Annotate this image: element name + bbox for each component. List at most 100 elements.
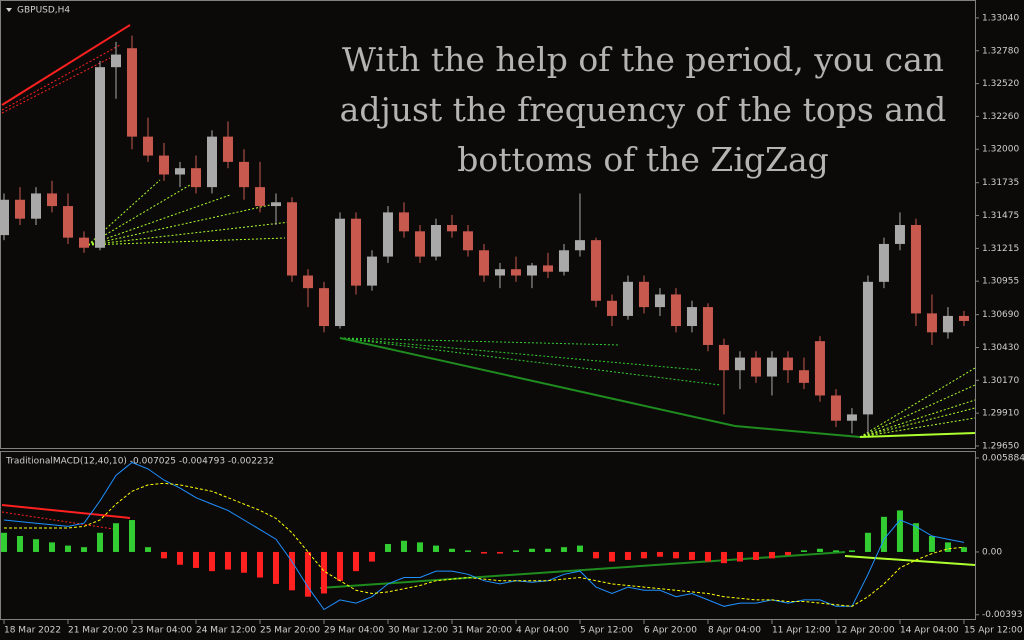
histogram-bar — [272, 551, 279, 584]
x-tick-label: 21 Mar 20:00 — [68, 626, 128, 636]
candle-body — [718, 344, 729, 371]
histogram-bar — [400, 540, 407, 552]
candle-body — [782, 357, 793, 371]
candle-body — [174, 168, 185, 175]
candle-body — [926, 313, 937, 333]
candle-body — [222, 136, 233, 162]
y-tick-label: 1.29650 — [982, 441, 1019, 451]
candle-body — [286, 202, 297, 276]
histogram-bar — [144, 547, 151, 552]
histogram-bar — [656, 551, 663, 557]
histogram-bar — [576, 545, 583, 552]
candle-body — [254, 187, 265, 207]
histogram-bar — [256, 551, 263, 578]
candle-body — [414, 231, 425, 257]
histogram-bar — [128, 520, 135, 552]
x-tick-label: 11 Apr 12:00 — [772, 626, 831, 636]
histogram-bar — [544, 548, 551, 552]
histogram-bar — [960, 547, 967, 552]
y-tick-label: 1.30955 — [982, 277, 1019, 287]
candle-body — [270, 202, 281, 207]
candle-body — [590, 240, 601, 301]
candle-body — [558, 250, 569, 272]
indicator-title: TraditionalMACD(12,40,10) -0.007025 -0.0… — [5, 457, 274, 467]
candle-body — [366, 256, 377, 286]
histogram-bar — [240, 551, 247, 573]
y-tick-label: 1.29910 — [982, 409, 1019, 419]
candle-body — [430, 225, 441, 257]
histogram-bar — [208, 551, 215, 572]
candle-body — [878, 243, 889, 282]
macd-line — [4, 482, 965, 607]
y-tick-label: 1.33040 — [982, 13, 1019, 23]
histogram-bar — [848, 550, 855, 552]
histogram-bar — [64, 545, 71, 552]
x-tick-label: 25 Mar 20:00 — [260, 626, 320, 636]
histogram-bar — [48, 542, 55, 552]
candle-body — [846, 414, 857, 421]
histogram-bar — [752, 551, 759, 560]
histogram-bar — [720, 551, 727, 564]
candle-body — [654, 294, 665, 308]
candle-body — [334, 218, 345, 327]
candle-body — [510, 269, 521, 276]
histogram-bar — [784, 551, 791, 556]
y-tick-label: 0.00 — [982, 547, 1002, 557]
candle-body — [398, 212, 409, 232]
y-tick-label: 1.30170 — [982, 376, 1019, 386]
candle-body — [478, 250, 489, 276]
candle-body — [142, 136, 153, 156]
histogram-bar — [464, 550, 471, 552]
histogram-bar — [832, 550, 839, 552]
candle-body — [190, 168, 201, 188]
candle-body — [814, 341, 825, 396]
candle-body — [446, 225, 457, 232]
y-tick-label: 1.32520 — [982, 79, 1019, 89]
histogram-bar — [320, 551, 327, 594]
histogram-bar — [432, 545, 439, 552]
histogram-bar — [80, 547, 87, 552]
candle-body — [30, 193, 41, 219]
histogram-bar — [560, 547, 567, 552]
candle-body — [462, 231, 473, 251]
x-tick-label: 4 Apr 04:00 — [516, 626, 569, 636]
histogram-bar — [288, 551, 295, 591]
candle-body — [302, 275, 313, 289]
candle-body — [638, 281, 649, 308]
candle-body — [830, 395, 841, 421]
y-tick-label: 1.32260 — [982, 112, 1019, 122]
histogram-bar — [896, 510, 903, 552]
x-tick-label: 12 Apr 20:00 — [836, 626, 895, 636]
candle-body — [94, 67, 105, 248]
y-tick-label: -0.00393 — [982, 610, 1022, 620]
candle-body — [110, 54, 121, 68]
y-tick-label: 1.32780 — [982, 46, 1019, 56]
candle-body — [574, 240, 585, 251]
candle-body — [702, 307, 713, 345]
menu-arrow — [6, 8, 12, 12]
histogram-bar — [688, 551, 695, 560]
candle-body — [0, 199, 9, 236]
symbol-title: GBPUSD,H4 — [17, 6, 70, 16]
x-tick-label: 29 Mar 04:00 — [324, 626, 384, 636]
x-tick-label: 24 Mar 12:00 — [196, 626, 256, 636]
candle-body — [686, 307, 697, 327]
y-tick-label: 1.31475 — [982, 211, 1019, 221]
candle-body — [910, 225, 921, 314]
candle-body — [238, 161, 249, 188]
histogram-bar — [480, 551, 487, 554]
macd-line — [3, 461, 965, 611]
x-tick-label: 15 Apr 12:00 — [964, 626, 1023, 636]
y-tick-label: 1.30690 — [982, 310, 1019, 320]
x-tick-label: 14 Apr 04:00 — [900, 626, 959, 636]
candle-body — [958, 315, 969, 321]
histogram-bar — [864, 532, 871, 552]
x-tick-label: 6 Apr 20:00 — [644, 626, 697, 636]
x-tick-label: 18 Mar 2022 — [4, 626, 61, 636]
candle-body — [542, 265, 553, 272]
candle-body — [862, 281, 873, 415]
histogram-bar — [608, 551, 615, 562]
histogram-bar — [304, 551, 311, 597]
histogram-bar — [160, 551, 167, 559]
candle-body — [350, 218, 361, 286]
